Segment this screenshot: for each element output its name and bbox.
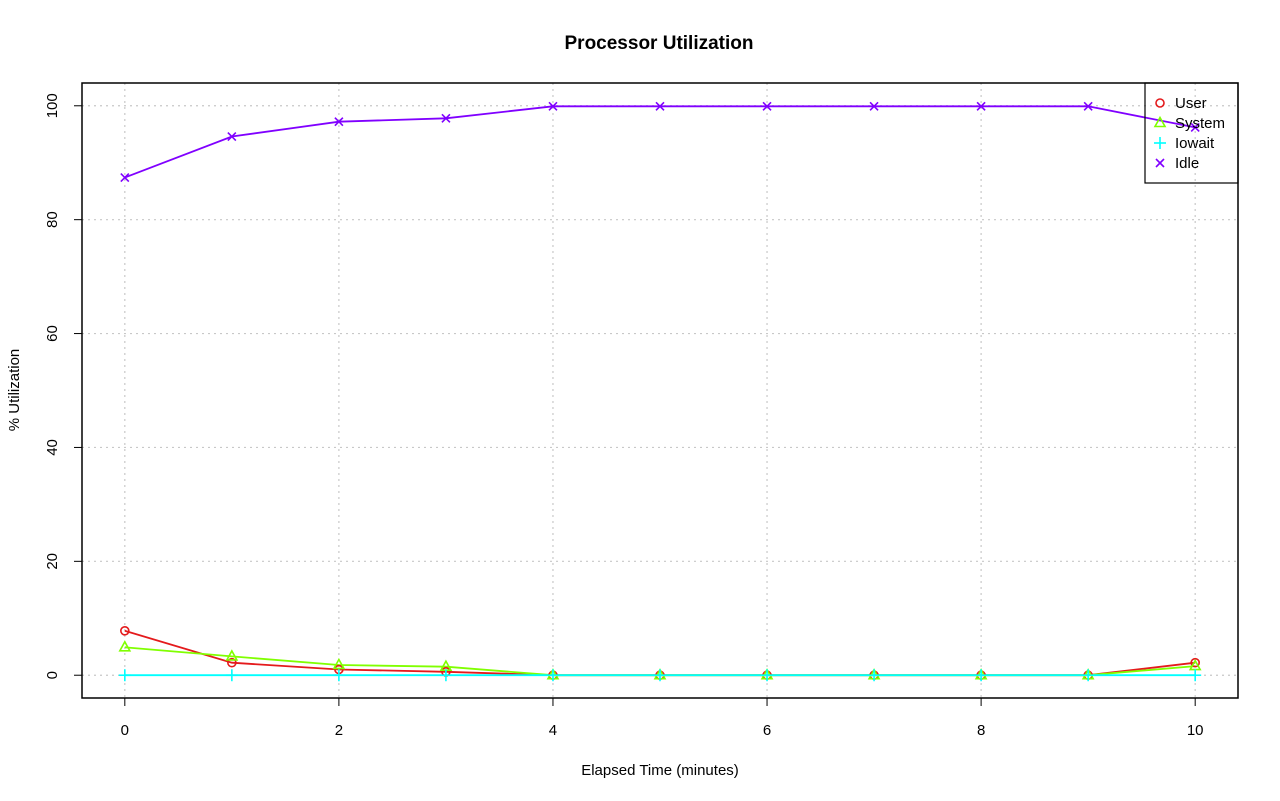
- data-point-iowait: [654, 669, 666, 682]
- legend-label-iowait: Iowait: [1175, 135, 1215, 152]
- cross-marker-b: [655, 101, 665, 111]
- data-point-system: [332, 657, 346, 670]
- circle-marker: [120, 626, 130, 636]
- data-point-iowait: [975, 669, 988, 682]
- y-tick-label: 60: [44, 325, 61, 342]
- legend-box: [1144, 82, 1239, 184]
- data-markers: [118, 101, 1202, 682]
- triangle-marker: [225, 649, 239, 661]
- cross-marker-b: [976, 101, 986, 111]
- x-tick-label: 4: [549, 722, 557, 739]
- data-point-system: [439, 659, 453, 671]
- x-tick-label: 6: [763, 722, 771, 739]
- triangle-marker: [118, 640, 132, 652]
- x-axis: 0 2 4 6 8 10: [121, 697, 1204, 739]
- cross-marker-b: [1190, 122, 1200, 132]
- x-tick-label: 8: [977, 722, 985, 739]
- grid-lines: [82, 83, 1238, 698]
- legend-label-system: System: [1175, 115, 1225, 132]
- cross-marker-b: [1155, 158, 1165, 168]
- data-point-idle: [548, 101, 558, 111]
- series-lines: [124, 105, 1196, 677]
- y-tick-label: 40: [44, 439, 61, 456]
- data-point-system: [118, 640, 132, 652]
- data-point-iowait: [118, 669, 131, 682]
- cross-marker-b: [869, 101, 879, 111]
- data-point-idle: [227, 131, 237, 142]
- legend-symbol-user: [1155, 98, 1165, 108]
- data-point-iowait: [439, 669, 452, 682]
- plot-frame: [81, 82, 1239, 699]
- data-point-idle: [120, 172, 130, 183]
- data-point-iowait: [332, 669, 345, 682]
- circle-marker: [1190, 657, 1200, 668]
- cross-marker-b: [227, 131, 237, 142]
- triangle-marker: [332, 657, 346, 670]
- legend-label-idle: Idle: [1175, 155, 1199, 172]
- data-point-iowait: [761, 669, 774, 682]
- data-point-user: [227, 657, 237, 668]
- triangle-marker: [1153, 115, 1167, 128]
- data-point-idle: [762, 101, 772, 111]
- data-point-system: [225, 649, 239, 661]
- cross-marker-b: [762, 101, 772, 111]
- series-line-idle: [124, 105, 1196, 179]
- legend-symbol-idle: [1155, 158, 1165, 168]
- data-point-iowait: [868, 669, 881, 682]
- data-point-iowait: [546, 669, 559, 682]
- x-axis-label: Elapsed Time (minutes): [581, 762, 739, 779]
- triangle-marker: [439, 659, 453, 671]
- data-point-idle: [1083, 101, 1093, 111]
- circle-marker: [1155, 98, 1165, 108]
- legend-symbol-system: [1153, 115, 1167, 128]
- data-point-idle: [334, 117, 344, 127]
- y-tick-label: 0: [44, 671, 61, 679]
- y-tick-label: 100: [44, 93, 61, 118]
- cross-marker-b: [441, 113, 451, 123]
- data-point-idle: [976, 101, 986, 111]
- data-point-iowait: [225, 669, 238, 682]
- cross-marker-b: [1083, 101, 1093, 111]
- data-point-idle: [1190, 122, 1200, 132]
- legend-label-user: User: [1175, 95, 1207, 112]
- data-point-idle: [441, 113, 451, 123]
- data-point-idle: [655, 101, 665, 111]
- y-tick-label: 80: [44, 211, 61, 228]
- x-tick-label: 10: [1187, 722, 1204, 739]
- y-axis-label: % Utilization: [6, 349, 23, 432]
- circle-marker: [227, 657, 237, 668]
- legend-symbol-iowait: [1154, 137, 1166, 149]
- cross-marker-b: [120, 172, 130, 183]
- x-tick-label: 2: [335, 722, 343, 739]
- x-tick-label: 0: [121, 722, 129, 739]
- cross-marker-b: [548, 101, 558, 111]
- y-tick-label: 20: [44, 553, 61, 570]
- y-axis: 0 20 40 60 80 100: [44, 93, 83, 679]
- data-point-idle: [869, 101, 879, 111]
- cross-marker-b: [334, 117, 344, 127]
- chart-title: Processor Utilization: [565, 33, 754, 54]
- data-point-iowait: [1189, 669, 1202, 682]
- legend: User System Iowait Idle: [1144, 82, 1239, 184]
- data-point-iowait: [1082, 669, 1095, 682]
- data-point-user: [1190, 657, 1200, 668]
- data-point-user: [120, 626, 130, 636]
